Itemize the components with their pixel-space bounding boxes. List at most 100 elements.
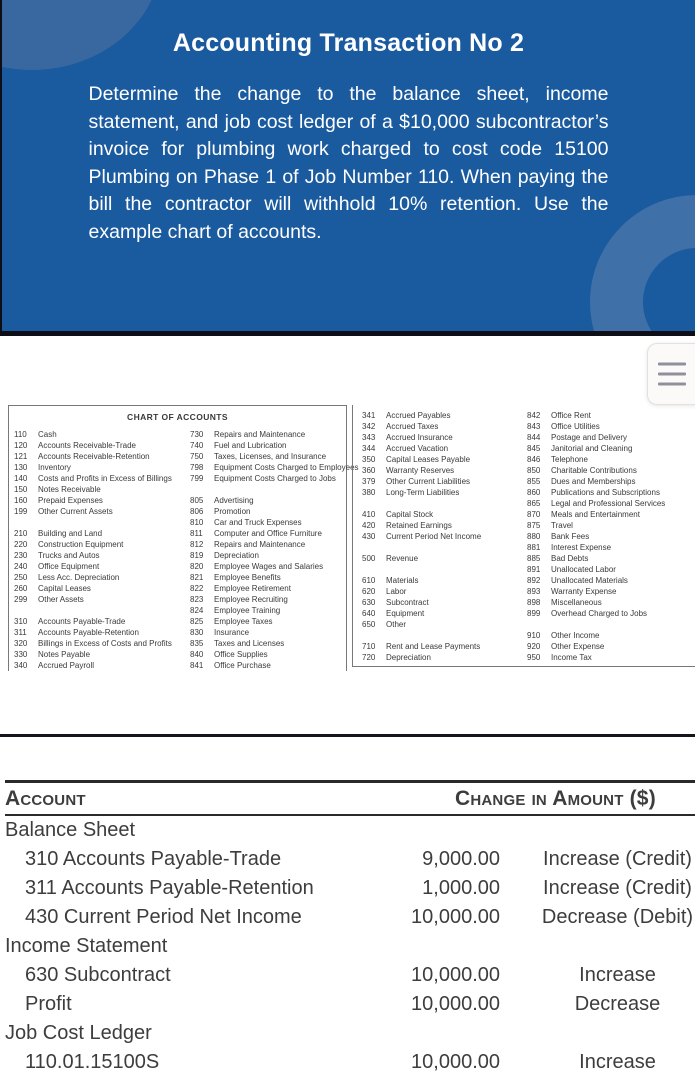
account-entry: 220 Construction Equipment: [14, 539, 190, 550]
account-entry: 720 Depreciation: [362, 652, 527, 663]
account-code: 299: [14, 595, 28, 604]
account-code: 860: [527, 488, 541, 497]
account-name: Unallocated Materials: [551, 576, 628, 585]
account-entry: 320 Billings in Excess of Costs and Profi…: [14, 638, 190, 649]
account-name: Subcontract: [386, 598, 429, 607]
account-entry: 299 Other Assets: [14, 594, 190, 605]
account-name: Accounts Payable-Trade: [38, 617, 126, 626]
account-entry: 892 Unallocated Materials: [527, 575, 695, 586]
account-name: Employee Retirement: [214, 584, 291, 593]
account-name: Warranty Expense: [551, 587, 617, 596]
account-name: Other Assets: [38, 595, 84, 604]
account-name: Postage and Delivery: [551, 433, 628, 442]
account-code: 160: [14, 496, 28, 505]
account-code: 899: [527, 609, 541, 618]
account-code: 344: [362, 444, 376, 453]
account-code: 850: [527, 466, 541, 475]
account-entry: 360 Warranty Reserves: [362, 465, 527, 476]
account-name: Office Equipment: [38, 562, 100, 571]
account-name: Bad Debts: [551, 554, 589, 563]
account-name: Accrued Taxes: [386, 422, 439, 431]
account-group: 110 Cash 120 Accounts Receivable-Trade 121 Ac…: [14, 429, 190, 517]
chart-of-accounts-title: CHART OF ACCOUNTS: [127, 412, 228, 422]
menu-button[interactable]: [647, 343, 695, 405]
account-name: Advertising: [214, 496, 254, 505]
change-type-cell: Decrease: [574, 993, 661, 1015]
accounts-column-1: 110 Cash 120 Accounts Receivable-Trade 121 Ac…: [14, 429, 190, 671]
table-row: 110.01.15100S 10,000.00 Increase: [5, 1048, 695, 1077]
account-group: 341 Accrued Payables 342 Accrued Taxes 343 Ac…: [362, 410, 527, 498]
account-name: Other Expense: [551, 642, 605, 651]
account-name: Employee Training: [214, 606, 281, 615]
account-code: 710: [362, 642, 376, 651]
account-code: 811: [190, 529, 203, 538]
account-code: 230: [14, 551, 28, 560]
account-entry: 841 Office Purchase: [190, 660, 346, 671]
account-cell: Profit: [25, 993, 72, 1015]
account-name: Capital Stock: [386, 510, 434, 519]
account-name: Other Current Liabilities: [386, 477, 471, 486]
account-entry: 430 Current Period Net Income: [362, 531, 527, 542]
account-code: 810: [190, 518, 204, 527]
account-entry: 881 Interest Expense: [527, 542, 695, 553]
account-cell: 311 Accounts Payable-Retention: [25, 877, 314, 899]
account-name: Construction Equipment: [38, 540, 124, 549]
account-entry: 380 Long-Term Liabilities: [362, 487, 527, 498]
account-entry: 650 Other: [362, 619, 527, 630]
account-code: 819: [190, 551, 204, 560]
account-code: 310: [14, 617, 28, 626]
account-entry: 825 Employee Taxes: [190, 616, 346, 627]
table-header-row: Account Change in Amount ($): [5, 783, 695, 816]
account-name: Employee Taxes: [214, 617, 273, 626]
account-entry: 730 Repairs and Maintenance: [190, 429, 346, 440]
account-name: Depreciation: [386, 653, 431, 662]
account-group: 310 Accounts Payable-Trade 311 Accounts Pay…: [14, 616, 190, 671]
change-in-amount-column-header: Change in Amount ($): [455, 786, 656, 810]
account-code: 240: [14, 562, 28, 571]
account-code: 640: [362, 609, 376, 618]
account-code: 885: [527, 554, 541, 563]
account-entry: 379 Other Current Liabilities: [362, 476, 527, 487]
account-name: Taxes and Licenses: [214, 639, 285, 648]
account-name: Accrued Payables: [386, 411, 451, 420]
account-name: Equipment: [386, 609, 425, 618]
account-name: Current Period Net Income: [386, 532, 482, 541]
account-entry: 842 Office Rent: [527, 410, 695, 421]
account-code: 740: [190, 441, 204, 450]
account-group: 710 Rent and Lease Payments 720 Depreciatio…: [362, 641, 527, 663]
account-group: 410 Capital Stock 420 Retained Earnings 430 C…: [362, 509, 527, 542]
account-name: Warranty Reserves: [386, 466, 455, 475]
account-entry: 845 Janitorial and Cleaning: [527, 443, 695, 454]
account-entry: 420 Retained Earnings: [362, 520, 527, 531]
table-row: 310 Accounts Payable-Trade 9,000.00 Increa…: [5, 845, 695, 874]
account-name: Accrued Vacation: [386, 444, 449, 453]
account-code: 822: [190, 584, 204, 593]
account-name: Less Acc. Depreciation: [38, 573, 120, 582]
account-name: Trucks and Autos: [38, 551, 100, 560]
account-entry: 846 Telephone: [527, 454, 695, 465]
account-code: 199: [14, 507, 28, 516]
account-code: 821: [190, 573, 204, 582]
amount-cell: 10,000.00: [411, 1051, 500, 1073]
account-name: Taxes, Licenses, and Insurance: [214, 452, 327, 461]
account-code: 842: [527, 411, 541, 420]
table-body: Balance Sheet 310 Accounts Payable-Trade 9…: [5, 816, 695, 1077]
account-code: 250: [14, 573, 28, 582]
account-code: 121: [14, 452, 28, 461]
account-code: 379: [362, 477, 376, 486]
account-code: 824: [190, 606, 204, 615]
account-cell: 630 Subcontract: [25, 964, 171, 986]
table-section-header: Job Cost Ledger: [5, 1022, 152, 1044]
account-cell: 110.01.15100S: [25, 1051, 160, 1073]
account-name: Costs and Profits in Excess of Billings: [38, 474, 172, 483]
chart-of-accounts-section: CHART OF ACCOUNTS 110 Cash 120 Accounts Rec…: [0, 336, 695, 737]
account-name: Office Purchase: [214, 661, 271, 670]
account-code: 610: [362, 576, 376, 585]
account-name: Accounts Payable-Retention: [38, 628, 139, 637]
account-name: Dues and Memberships: [551, 477, 636, 486]
account-code: 380: [362, 488, 376, 497]
change-type-cell: Increase: [579, 1051, 656, 1073]
account-entry: 950 Income Tax: [527, 652, 695, 663]
account-name: Office Supplies: [214, 650, 268, 659]
account-entry: 130 Inventory: [14, 462, 190, 473]
